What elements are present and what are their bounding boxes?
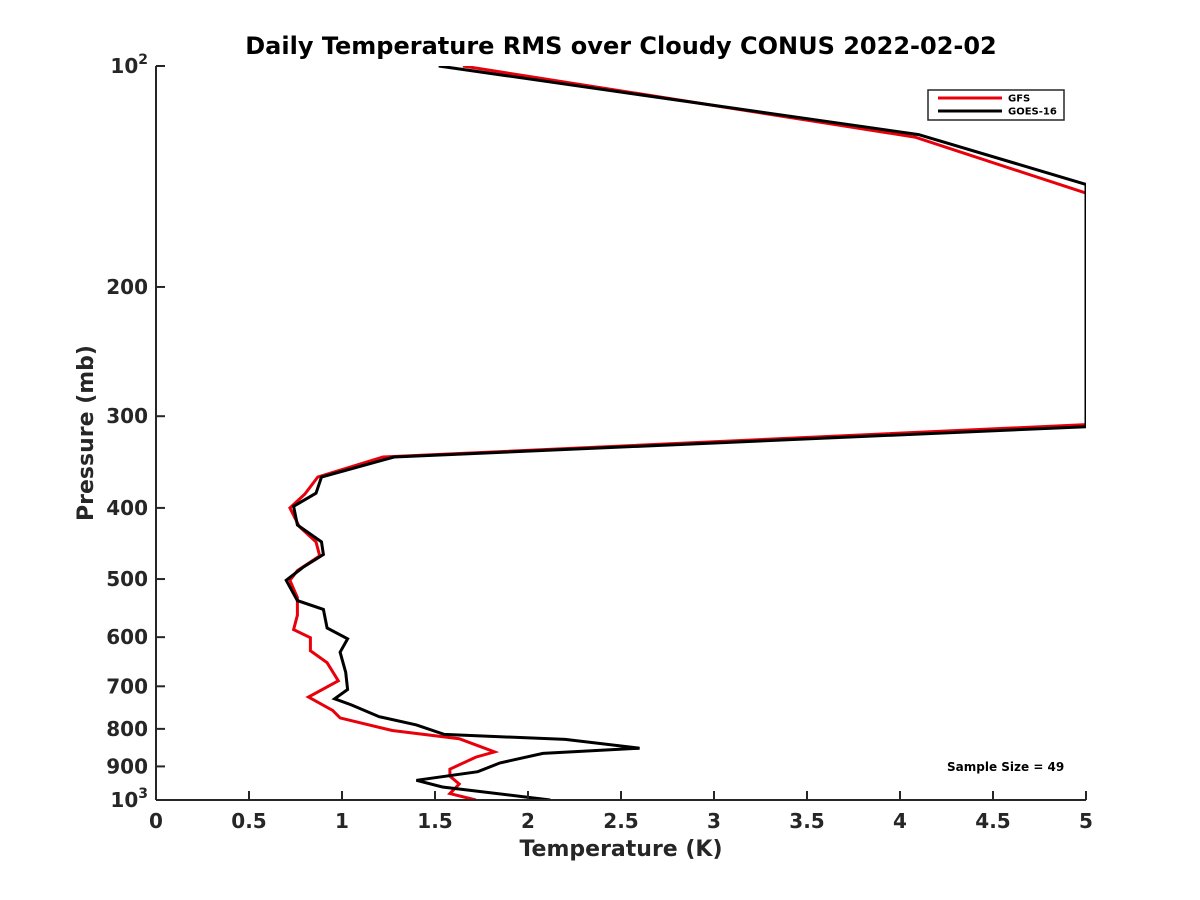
y-axis: 102 200 300 400 500 600 700 800 900 103 bbox=[106, 52, 165, 812]
sample-size-annotation: Sample Size = 49 bbox=[947, 760, 1064, 774]
series-line-gfs bbox=[288, 66, 1086, 800]
y-tick-label: 800 bbox=[106, 717, 148, 741]
x-axis-label: Temperature (K) bbox=[519, 837, 722, 862]
x-tick-label: 5 bbox=[1079, 809, 1093, 833]
y-tick-label: 200 bbox=[106, 275, 148, 299]
chart-title: Daily Temperature RMS over Cloudy CONUS … bbox=[245, 32, 997, 60]
x-tick-label: 3 bbox=[707, 809, 721, 833]
y-tick-label: 500 bbox=[106, 567, 148, 591]
x-tick-label: 3.5 bbox=[789, 809, 824, 833]
y-tick-label: 600 bbox=[106, 625, 148, 649]
x-tick-label: 1 bbox=[335, 809, 349, 833]
x-tick-label: 1.5 bbox=[417, 809, 452, 833]
legend-label-goes16: GOES-16 bbox=[1008, 107, 1057, 118]
legend-label-gfs: GFS bbox=[1008, 94, 1030, 105]
y-tick-label: 102 bbox=[110, 52, 148, 78]
x-tick-label: 2.5 bbox=[603, 809, 638, 833]
series-line-goes16 bbox=[284, 66, 1086, 800]
x-axis: 0 0.5 1 1.5 2 2.5 3 3.5 4 4.5 5 bbox=[149, 791, 1093, 833]
y-axis-label: Pressure (mb) bbox=[74, 345, 99, 521]
y-tick-label: 700 bbox=[106, 674, 148, 698]
x-tick-label: 0.5 bbox=[231, 809, 266, 833]
y-tick-label: 400 bbox=[106, 496, 148, 520]
legend-box bbox=[927, 89, 1065, 121]
plot-area bbox=[284, 66, 1086, 800]
y-tick-label: 900 bbox=[106, 754, 148, 778]
x-tick-label: 2 bbox=[521, 809, 535, 833]
y-tick-label: 300 bbox=[106, 404, 148, 428]
x-tick-label: 0 bbox=[149, 809, 163, 833]
x-tick-label: 4 bbox=[893, 809, 907, 833]
y-tick-label: 103 bbox=[110, 786, 148, 812]
x-tick-label: 4.5 bbox=[975, 809, 1010, 833]
legend: GFS GOES-16 bbox=[927, 89, 1065, 121]
